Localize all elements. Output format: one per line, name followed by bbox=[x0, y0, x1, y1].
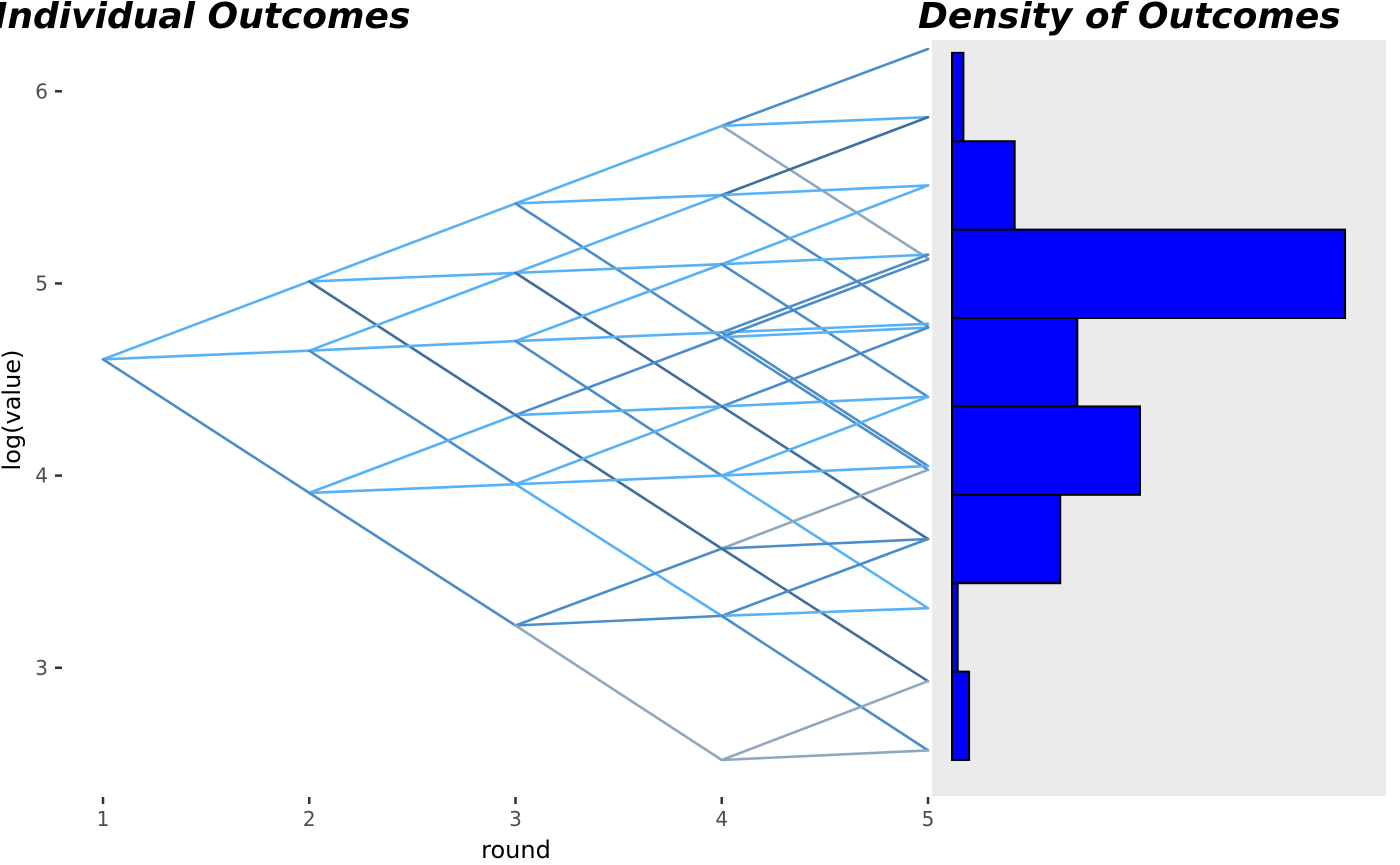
outcome-line-segment bbox=[309, 351, 515, 485]
y-axis-title: log(value) bbox=[0, 350, 26, 471]
x-tick-label: 5 bbox=[922, 807, 935, 831]
outcome-line-segment bbox=[722, 476, 928, 609]
outcome-line-segment bbox=[722, 328, 928, 407]
density-bar bbox=[952, 583, 958, 671]
outcome-line-segment bbox=[722, 255, 928, 265]
density-bar bbox=[952, 495, 1060, 583]
density-bar bbox=[952, 53, 963, 141]
outcome-line-segment bbox=[103, 282, 309, 360]
outcome-line-segment bbox=[516, 337, 722, 415]
outcome-line-segment bbox=[722, 195, 928, 327]
outcome-line-segment bbox=[516, 264, 722, 341]
outcome-line-segment bbox=[722, 337, 928, 470]
outcome-line-segment bbox=[309, 493, 515, 626]
outcome-line-segment bbox=[309, 484, 515, 493]
density-bar bbox=[952, 672, 969, 760]
outcome-line-segment bbox=[516, 484, 722, 616]
outcome-line-segment bbox=[309, 415, 515, 493]
outcome-line-segment bbox=[516, 406, 722, 484]
outcome-line-segment bbox=[722, 750, 928, 760]
outcome-line-segment bbox=[516, 126, 722, 204]
outcome-line-segment bbox=[722, 539, 928, 616]
x-axis-title: round bbox=[481, 836, 551, 864]
density-bar bbox=[952, 141, 1015, 229]
outcome-line-segment bbox=[516, 616, 722, 626]
x-tick-label: 3 bbox=[509, 807, 522, 831]
density-bar bbox=[952, 406, 1140, 494]
x-tick-label: 4 bbox=[715, 807, 728, 831]
y-tick-label: 6 bbox=[35, 79, 48, 103]
y-tick-label: 4 bbox=[35, 464, 48, 488]
outcome-line-segment bbox=[722, 397, 928, 476]
outcome-line-segment bbox=[309, 273, 515, 351]
outcome-line-segment bbox=[103, 359, 309, 493]
outcome-line-segment bbox=[722, 185, 928, 264]
y-tick-label: 5 bbox=[35, 271, 48, 295]
outcome-line-segment bbox=[722, 117, 928, 195]
outcome-line-segment bbox=[309, 273, 515, 282]
density-bar bbox=[952, 230, 1345, 318]
outcome-line-segment bbox=[516, 549, 722, 626]
outcome-line-segment bbox=[722, 126, 928, 259]
left-line-plot bbox=[103, 49, 928, 760]
outcome-line-segment bbox=[722, 255, 928, 333]
outcome-line-segment bbox=[516, 195, 722, 203]
right-chart-title: Density of Outcomes bbox=[918, 0, 1341, 37]
outcome-line-segment bbox=[722, 406, 928, 539]
density-bar bbox=[952, 318, 1077, 406]
x-tick-label: 2 bbox=[303, 807, 316, 831]
outcome-line-segment bbox=[722, 49, 928, 126]
outcome-line-segment bbox=[722, 616, 928, 751]
y-tick-label: 3 bbox=[35, 656, 48, 680]
outcome-line-segment bbox=[722, 117, 928, 126]
outcome-line-segment bbox=[309, 203, 515, 281]
outcome-line-segment bbox=[516, 625, 722, 760]
x-tick-label: 1 bbox=[97, 807, 110, 831]
outcome-line-segment bbox=[516, 195, 722, 273]
outcome-line-segment bbox=[103, 351, 309, 360]
outcome-line-segment bbox=[722, 470, 928, 549]
left-chart-title: Individual Outcomes bbox=[0, 0, 410, 37]
outcome-line-segment bbox=[722, 681, 928, 760]
